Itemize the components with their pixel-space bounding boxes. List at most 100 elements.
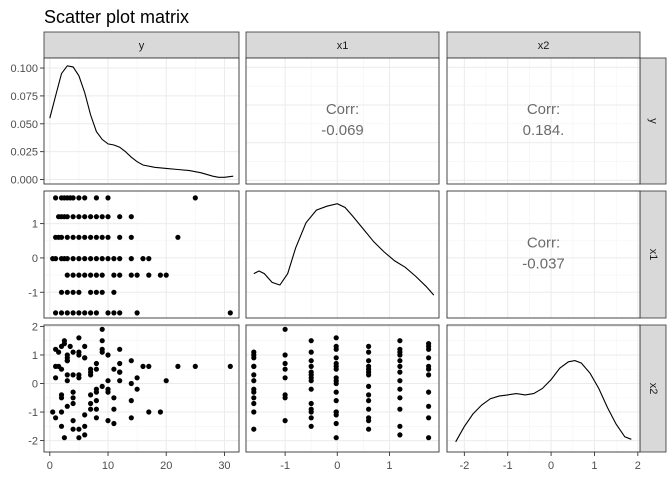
scatter-point-x1-y	[64, 272, 70, 278]
scatter-point-x1-y	[70, 256, 76, 262]
scatter-point-x2-y	[111, 420, 117, 427]
scatter-point-x1-y	[88, 272, 94, 278]
scatter-point-x2-x1	[282, 352, 288, 358]
scatter-point-x1-y	[93, 310, 99, 316]
scatter-point-x2-x1	[366, 358, 372, 364]
scatter-point-x2-y	[53, 375, 59, 381]
y-tick-label-density: 0.050	[10, 119, 38, 131]
strip-label-x1: x1	[337, 40, 349, 52]
scatter-point-x2-y	[64, 372, 70, 378]
scatter-point-x2-x1	[366, 383, 372, 389]
scatter-point-x2-x1	[333, 335, 339, 341]
scatter-point-x1-y	[93, 256, 99, 262]
scatter-point-x2-y	[61, 338, 67, 344]
scatter-point-x1-y	[70, 272, 76, 278]
scatter-point-x2-y	[93, 360, 99, 367]
scatter-point-x2-y	[76, 426, 82, 432]
y-tick-label-x1: 0	[32, 253, 38, 265]
scatter-point-x1-y	[146, 272, 152, 278]
strip-label-right-x1: x1	[647, 249, 659, 261]
scatter-point-x2-x1	[251, 378, 257, 384]
scatter-point-x1-y	[99, 256, 105, 262]
scatter-point-x1-y	[128, 272, 134, 278]
scatter-point-x1-y	[58, 310, 65, 316]
scatter-point-x1-y	[192, 195, 198, 201]
scatter-point-x2-y	[70, 418, 76, 424]
x-tick-label-x1: -1	[280, 460, 290, 472]
scatter-point-x1-y	[70, 195, 76, 201]
x-tick-label-y: 30	[218, 460, 230, 472]
scatter-point-x1-y	[111, 310, 117, 316]
scatter-point-x2-x1	[251, 400, 257, 407]
scatter-point-x1-y	[105, 214, 111, 220]
scatter-point-x2-y	[128, 358, 134, 364]
panel-x1-x2-bg	[447, 191, 640, 318]
panel-x2-x2-border	[446, 324, 641, 453]
scatter-point-x2-y	[67, 343, 73, 349]
panel-y-x2-border	[446, 57, 641, 185]
panel-y-x2-bg	[447, 58, 640, 184]
scatter-point-x2-y	[93, 389, 99, 395]
scatter-point-x2-y	[64, 352, 70, 358]
scatter-point-x2-y	[88, 400, 94, 407]
panel-y-y-border	[43, 57, 240, 185]
scatter-point-x2-y	[70, 349, 76, 355]
scatter-point-x2-y	[61, 435, 67, 441]
scatter-point-x2-x1	[333, 389, 339, 395]
scatter-point-x2-y	[82, 423, 88, 429]
scatter-point-x2-x1	[251, 426, 257, 432]
scatter-point-x2-y	[99, 346, 105, 352]
scatter-point-x1-y	[134, 310, 140, 316]
scatter-point-x2-x1	[308, 378, 314, 384]
scatter-point-x1-y	[99, 289, 105, 295]
scatter-point-x2-y	[105, 418, 111, 424]
scatter-point-x2-x1	[333, 398, 339, 404]
scatter-point-x1-y	[82, 195, 88, 201]
scatter-point-x2-y	[128, 398, 134, 404]
scatter-point-x2-y	[53, 415, 59, 421]
scatter-point-x2-y	[117, 346, 123, 352]
scatter-point-x2-x1	[333, 355, 339, 361]
scatter-point-x2-x1	[426, 435, 432, 441]
scatter-point-x2-x1	[397, 338, 403, 344]
scatter-point-x2-y	[140, 363, 146, 369]
density-curve-x1	[253, 203, 435, 296]
scatter-point-x2-x1	[397, 432, 403, 438]
scatter-point-x1-y	[64, 214, 70, 220]
scatter-point-x1-y	[105, 234, 111, 240]
y-tick-label-density: 0.100	[10, 63, 38, 75]
scatter-point-x2-x1	[308, 358, 314, 364]
scatter-point-x2-x1	[308, 349, 314, 355]
scatter-point-x1-y	[88, 310, 94, 316]
scatter-point-x2-x1	[251, 386, 257, 392]
scatter-point-x2-x1	[251, 409, 257, 415]
scatter-point-x2-x1	[426, 389, 432, 395]
scatter-point-x1-y	[111, 256, 117, 262]
scatter-point-x2-x1	[251, 372, 257, 378]
x-tick-label-x2: -2	[459, 460, 469, 472]
scatter-point-x2-y	[105, 378, 111, 384]
scatter-point-x2-y	[70, 395, 76, 401]
scatter-point-x1-y	[76, 214, 82, 220]
scatter-point-x1-y	[82, 234, 88, 240]
scatter-point-x1-y	[64, 234, 70, 240]
strip-top-x2	[446, 31, 641, 59]
scatter-point-x2-x1	[282, 418, 288, 424]
scatter-point-x1-y	[64, 310, 70, 316]
scatter-point-x2-x1	[333, 380, 339, 387]
scatter-point-x2-y	[111, 406, 117, 412]
scatter-point-x2-y	[88, 392, 94, 398]
scatter-point-x2-y	[227, 363, 233, 369]
corr-label-x1-x2: Corr:	[527, 235, 560, 252]
scatter-point-x1-y	[76, 289, 82, 295]
scatter-point-x2-x1	[366, 418, 372, 424]
y-tick-label-density: 0.000	[10, 175, 38, 187]
strip-right-y	[639, 57, 667, 185]
x-tick-label-x1: 0	[334, 460, 340, 472]
scatter-point-x2-y	[175, 363, 181, 369]
scatter-point-x2-x1	[426, 355, 432, 361]
scatter-point-x2-x1	[397, 423, 403, 429]
scatter-point-x1-y	[82, 256, 88, 262]
scatter-point-x1-y	[88, 234, 94, 240]
